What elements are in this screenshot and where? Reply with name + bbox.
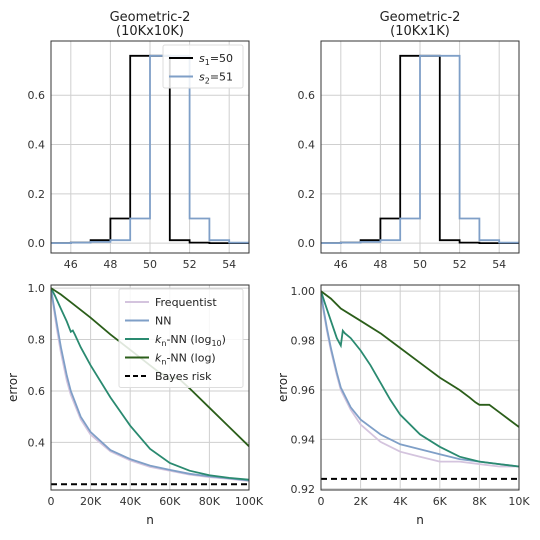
legend-box (118, 288, 244, 388)
series-line-s2-51 (51, 54, 249, 245)
legend: s1=50 s2=51 (162, 44, 244, 89)
y-tick-label: 0.6 (298, 89, 316, 102)
legend-label: NN (155, 315, 171, 328)
chart-title-line: (10Kx1K) (390, 24, 450, 39)
series-group (321, 290, 519, 480)
x-tick-label: 48 (373, 258, 387, 271)
y-tick-label: 0.2 (298, 188, 316, 201)
axes-frame (320, 284, 520, 491)
y-tick-label: 0.8 (28, 334, 46, 347)
axes-frame (320, 40, 520, 254)
x-tick-label: 46 (334, 258, 348, 271)
x-tick-label: 10K (508, 495, 530, 508)
y-tick-label: 0.98 (291, 335, 316, 348)
x-tick-label: 54 (222, 258, 236, 271)
legend-label: kn-NN (log10) (155, 333, 226, 348)
x-tick-label: 40K (120, 495, 142, 508)
series-group (321, 54, 519, 245)
x-tick-label: 50 (413, 258, 427, 271)
y-tick-label: 0.94 (291, 433, 316, 446)
y-tick-label: 0.6 (28, 385, 46, 398)
y-tick-label: 1.0 (28, 282, 46, 295)
x-tick-label: 54 (492, 258, 506, 271)
x-tick-label: 52 (453, 258, 467, 271)
x-tick-label: 60K (159, 495, 181, 508)
y-tick-label: 0.0 (298, 237, 316, 250)
x-tick-label: 6K (433, 495, 448, 508)
panel-error-right: 0 2K 4K 6K 8K 10K 0.92 0.94 0.96 0.98 1.00 n error (276, 284, 530, 527)
y-tick-label: 0.4 (28, 436, 46, 449)
x-axis-label: n (416, 513, 424, 527)
y-tick-label: 1.00 (291, 285, 316, 298)
x-tick-label: 80K (199, 495, 221, 508)
series-line-kn-nn-log10- (321, 290, 519, 468)
y-tick-label: 0.6 (28, 89, 46, 102)
x-tick-label: 4K (393, 495, 408, 508)
series-line-nn (51, 287, 249, 482)
series-line-kn-nn-log10- (51, 287, 249, 481)
panel-hist-left: 46 48 50 52 54 0.0 0.2 0.4 0.6 Geometric-2(10Kx10… (28, 10, 250, 271)
panel-hist-right: 46 48 50 52 54 0.0 0.2 0.4 0.6 Geometric-2(10Kx1K… (298, 10, 520, 271)
series-line-nn (321, 291, 519, 468)
axes-frame (50, 284, 250, 491)
chart-title-line: Geometric-2 (380, 10, 461, 25)
y-axis-label: error (6, 373, 20, 402)
series-line-s2-51 (321, 54, 519, 245)
chart-title-line: Geometric-2 (110, 10, 191, 25)
legend-label: s1=50 (199, 52, 233, 67)
x-tick-label: 20K (80, 495, 102, 508)
series-line-kn-nn-log- (321, 290, 519, 428)
x-tick-label: 8K (472, 495, 487, 508)
axes-frame (50, 40, 250, 254)
x-tick-label: 0 (48, 495, 55, 508)
y-tick-label: 0.4 (28, 139, 46, 152)
legend-label: kn-NN (log) (155, 352, 216, 367)
x-tick-label: 50 (143, 258, 157, 271)
legend: Frequentist NN kn-NN (log10) kn-NN (log) Bay… (118, 288, 244, 388)
x-tick-label: 100K (235, 495, 264, 508)
legend-label: Bayes risk (155, 370, 212, 383)
x-tick-label: 46 (64, 258, 78, 271)
series-line-frequentist (321, 291, 519, 468)
y-tick-label: 0.2 (28, 188, 46, 201)
y-tick-label: 0.4 (298, 139, 316, 152)
y-tick-label: 0.96 (291, 384, 316, 397)
y-axis-label: error (276, 373, 290, 402)
series-group (51, 54, 249, 245)
legend-label: Frequentist (155, 296, 217, 309)
x-axis-label: n (146, 513, 154, 527)
chart-title-line: (10Kx10K) (116, 24, 184, 39)
panel-error-left: 0 20K 40K 60K 80K 100K 0.4 0.6 0.8 1.0 n error Frequ… (6, 282, 264, 527)
x-tick-label: 48 (103, 258, 117, 271)
legend-label: s2=51 (199, 71, 233, 86)
x-tick-label: 2K (353, 495, 368, 508)
y-tick-label: 0.92 (291, 483, 316, 496)
y-tick-label: 0.0 (28, 237, 46, 250)
x-tick-label: 0 (318, 495, 325, 508)
x-tick-label: 52 (183, 258, 197, 271)
grid (320, 285, 520, 490)
